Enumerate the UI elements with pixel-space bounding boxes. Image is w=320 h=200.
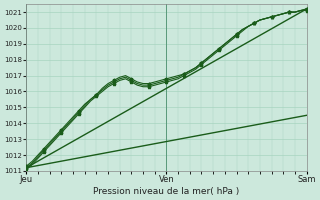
X-axis label: Pression niveau de la mer( hPa ): Pression niveau de la mer( hPa ) xyxy=(93,187,240,196)
